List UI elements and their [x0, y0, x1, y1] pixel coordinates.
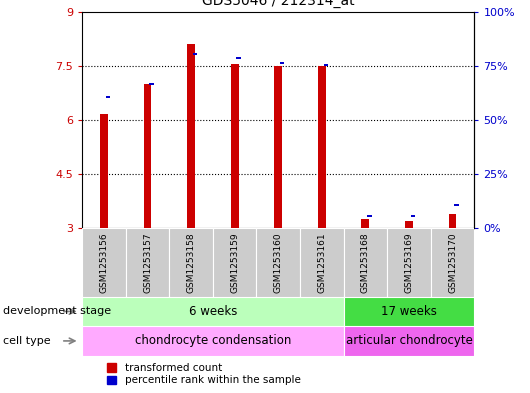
Text: GSM1253168: GSM1253168 — [361, 233, 370, 294]
Bar — [193, 53, 197, 55]
Text: chondrocyte condensation: chondrocyte condensation — [135, 334, 291, 347]
Text: 6 weeks: 6 weeks — [189, 305, 237, 318]
Text: GSM1253158: GSM1253158 — [187, 233, 196, 294]
Text: GSM1253169: GSM1253169 — [404, 233, 413, 294]
Bar — [82, 228, 126, 297]
Bar — [431, 228, 474, 297]
Bar — [187, 44, 195, 228]
Bar — [300, 228, 343, 297]
Bar — [257, 228, 300, 297]
Bar — [411, 215, 415, 217]
Text: development stage: development stage — [3, 307, 111, 316]
Title: GDS5046 / 212314_at: GDS5046 / 212314_at — [202, 0, 355, 8]
Bar — [318, 66, 326, 228]
Bar — [100, 114, 108, 228]
Text: articular chondrocyte: articular chondrocyte — [346, 334, 472, 347]
Bar — [82, 297, 343, 326]
Bar — [105, 96, 110, 98]
Text: GSM1253161: GSM1253161 — [317, 233, 326, 294]
Bar — [275, 66, 282, 228]
Bar — [213, 228, 257, 297]
Bar — [405, 221, 413, 228]
Bar — [236, 57, 241, 59]
Bar — [324, 64, 328, 66]
Bar — [367, 215, 372, 217]
Bar — [82, 326, 343, 356]
Bar — [343, 326, 474, 356]
Text: GSM1253160: GSM1253160 — [274, 233, 282, 294]
Text: GSM1253159: GSM1253159 — [230, 233, 239, 294]
Bar — [361, 219, 369, 228]
Bar — [343, 228, 387, 297]
Bar — [144, 84, 152, 228]
Text: GSM1253157: GSM1253157 — [143, 233, 152, 294]
Bar — [149, 83, 154, 85]
Bar — [448, 213, 456, 228]
Text: GSM1253170: GSM1253170 — [448, 233, 457, 294]
Bar — [169, 228, 213, 297]
Bar — [231, 64, 239, 228]
Text: cell type: cell type — [3, 336, 50, 346]
Bar — [343, 297, 474, 326]
Text: 17 weeks: 17 weeks — [381, 305, 437, 318]
Text: GSM1253156: GSM1253156 — [100, 233, 109, 294]
Bar — [454, 204, 458, 206]
Legend: transformed count, percentile rank within the sample: transformed count, percentile rank withi… — [107, 363, 301, 386]
Bar — [280, 62, 285, 64]
Bar — [126, 228, 169, 297]
Bar — [387, 228, 431, 297]
